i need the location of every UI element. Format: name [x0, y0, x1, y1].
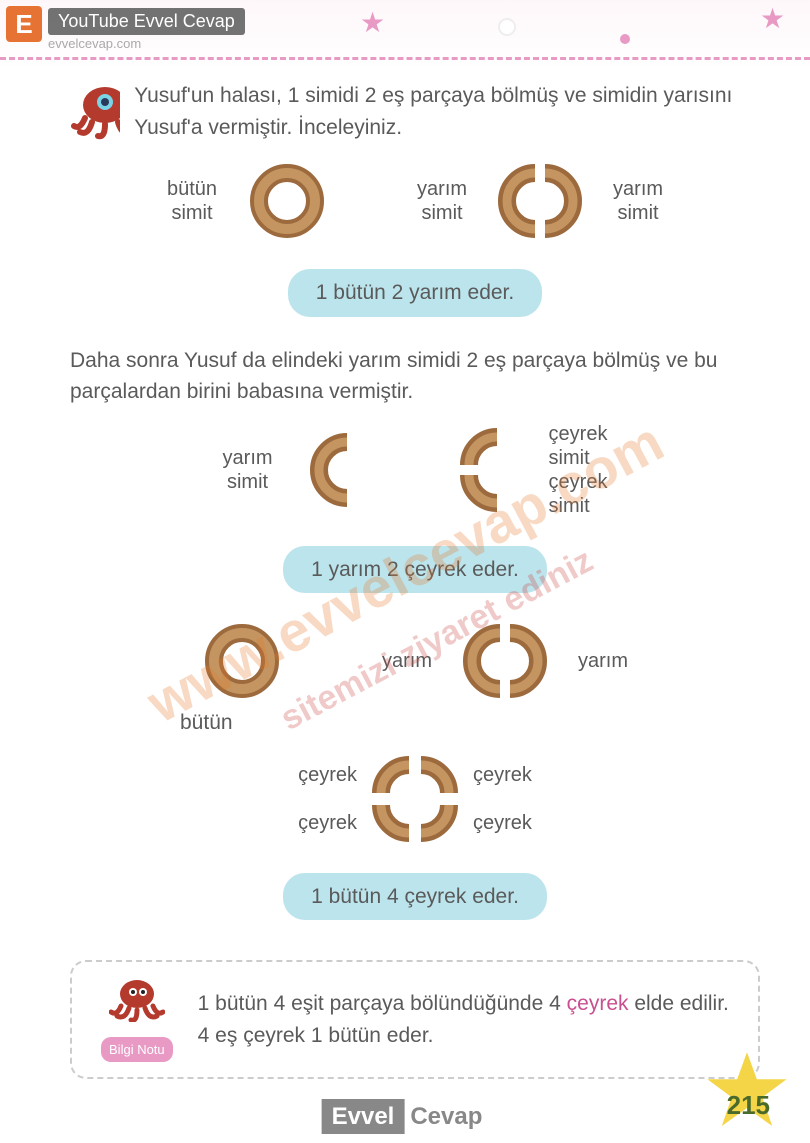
octopus-icon [109, 976, 165, 1022]
simit-whole-icon [247, 161, 327, 241]
info-text: 1 bütün 4 eşit parçaya bölündüğünde 4 çe… [198, 988, 740, 1051]
simit-halves-icon [497, 161, 583, 241]
simit-whole-icon [202, 621, 282, 701]
dot-icon [500, 20, 514, 34]
label-ceyrek: çeyrekçeyrek [298, 763, 357, 835]
intro-text: Yusuf'un halası, 1 simidi 2 eş parçaya b… [134, 80, 760, 143]
label-yarim: yarım [382, 649, 432, 673]
simit-halves-icon [462, 621, 548, 701]
simit-two-quarters-icon [453, 427, 519, 513]
label-ceyrek: çeyrekçeyrek [473, 763, 532, 835]
dot-icon [620, 34, 630, 44]
page-number: 215 [727, 1090, 770, 1121]
simit-row-4: çeyrekçeyrek çeyrekçeyrek [70, 753, 760, 845]
top-sublabel: evvelcevap.com [48, 36, 141, 51]
star-icon: ★ [760, 2, 785, 35]
label-ceyrek-simit: çeyreksimitçeyreksimit [549, 422, 608, 518]
top-label: YouTube Evvel Cevap [48, 8, 245, 35]
label-yarim-simit: yarımsimit [417, 177, 467, 225]
octopus-icon [70, 80, 120, 140]
footer-logo: EvvelCevap [322, 1103, 489, 1131]
label-yarim-simit: yarımsimit [613, 177, 663, 225]
simit-row-2: yarımsimit çeyreksimitçeyreksimit [70, 422, 760, 518]
page-content: Yusuf'un halası, 1 simidi 2 eş parçaya b… [70, 80, 760, 1079]
star-icon: ★ [360, 6, 385, 39]
intro-row: Yusuf'un halası, 1 simidi 2 eş parçaya b… [70, 80, 760, 143]
label-yarim-simit: yarımsimit [223, 446, 273, 494]
simit-half-icon [303, 430, 363, 510]
label-butun: bütün [180, 707, 760, 739]
bilgi-notu-tag: Bilgi Notu [101, 1037, 173, 1063]
simit-quarters-icon [369, 753, 461, 845]
highlight-word: çeyrek [567, 992, 629, 1015]
brand-badge: E [6, 6, 42, 42]
simit-row-3: yarım yarım [70, 621, 760, 701]
info-box: Bilgi Notu 1 bütün 4 eşit parçaya bölünd… [70, 960, 760, 1079]
label-yarim: yarım [578, 649, 628, 673]
label-butun-simit: bütünsimit [167, 177, 217, 225]
simit-row-1: bütünsimit yarımsimit yarımsimit [70, 161, 760, 241]
rule-box-1: 1 bütün 2 yarım eder. [288, 269, 542, 317]
rule-box-2: 1 yarım 2 çeyrek eder. [283, 546, 547, 594]
para-2: Daha sonra Yusuf da elindeki yarım simid… [70, 345, 760, 408]
rule-box-3: 1 bütün 4 çeyrek eder. [283, 873, 547, 921]
